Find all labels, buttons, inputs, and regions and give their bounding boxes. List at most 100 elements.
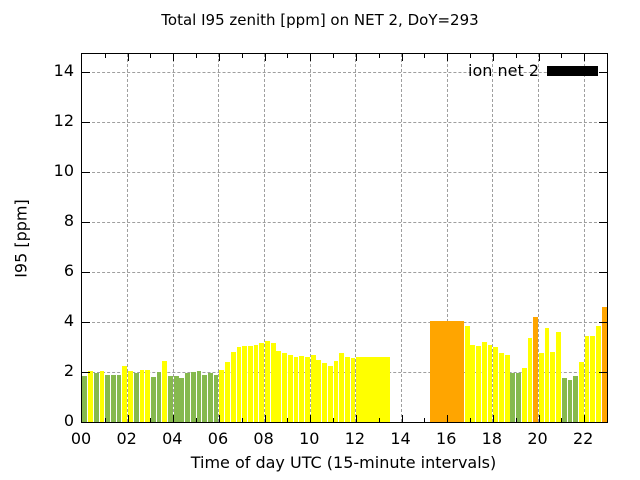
bar xyxy=(355,357,362,422)
bar xyxy=(487,344,493,422)
bar xyxy=(504,354,510,422)
bar xyxy=(253,344,259,422)
bar xyxy=(202,374,208,422)
legend-swatch xyxy=(547,66,598,76)
x-tick xyxy=(218,415,220,422)
x-tick xyxy=(241,54,243,58)
x-tick xyxy=(492,415,494,422)
x-tick xyxy=(218,54,220,61)
bar xyxy=(236,347,242,422)
y-gridline xyxy=(82,322,607,323)
bar xyxy=(219,369,225,422)
bar xyxy=(179,378,185,422)
bar xyxy=(225,362,230,422)
bar xyxy=(452,320,459,422)
x-tick xyxy=(538,415,540,422)
x-tick xyxy=(241,418,243,422)
y-tick xyxy=(82,172,90,173)
bar xyxy=(430,320,437,422)
bar xyxy=(128,370,133,422)
y-gridline xyxy=(82,122,607,123)
x-gridline xyxy=(309,54,311,422)
x-tick xyxy=(333,418,335,422)
x-tick xyxy=(264,54,266,61)
x-tick xyxy=(401,415,403,422)
bar xyxy=(384,357,390,422)
legend-label: ion net 2 xyxy=(468,61,539,80)
y-tick xyxy=(82,272,90,273)
bar xyxy=(305,357,310,422)
x-tick xyxy=(333,54,335,58)
bar xyxy=(470,344,476,422)
bar xyxy=(447,320,454,422)
x-tick xyxy=(538,54,540,61)
bar xyxy=(173,375,179,422)
x-tick-label: 06 xyxy=(207,429,229,448)
x-tick xyxy=(378,54,380,58)
bar xyxy=(230,352,236,422)
bar xyxy=(459,320,464,422)
x-tick xyxy=(173,54,175,61)
y-tick-label: 14 xyxy=(53,61,74,80)
bar xyxy=(521,368,527,422)
bar xyxy=(584,335,590,422)
bar xyxy=(265,340,270,422)
bar xyxy=(145,369,151,422)
x-tick xyxy=(401,54,403,61)
y-gridline xyxy=(82,222,607,223)
x-tick xyxy=(287,54,289,58)
x-tick xyxy=(150,418,152,422)
x-tick xyxy=(127,415,129,422)
y-tick xyxy=(82,222,90,223)
y-tick-label: 12 xyxy=(53,111,74,130)
bar xyxy=(590,335,596,422)
bar xyxy=(299,355,305,422)
bar xyxy=(316,359,322,422)
bar xyxy=(110,374,116,422)
bar xyxy=(133,373,139,422)
bar xyxy=(601,307,607,422)
bar xyxy=(105,374,111,422)
bar xyxy=(550,352,556,422)
y-tick-label: 6 xyxy=(63,261,74,280)
bar xyxy=(139,369,145,422)
bar xyxy=(476,345,481,422)
x-tick xyxy=(127,54,129,61)
x-tick xyxy=(378,418,380,422)
bar xyxy=(156,372,162,422)
y-tick xyxy=(82,122,90,123)
x-tick xyxy=(424,418,426,422)
x-gridline xyxy=(583,54,585,422)
x-tick-label: 12 xyxy=(344,429,366,448)
x-tick xyxy=(196,418,198,422)
x-tick-label: 08 xyxy=(253,429,274,448)
bar xyxy=(93,373,99,422)
x-tick-label: 16 xyxy=(436,429,457,448)
x-tick xyxy=(447,415,449,422)
x-gridline xyxy=(218,54,220,422)
y-tick xyxy=(599,272,607,273)
bar xyxy=(99,370,105,422)
x-tick xyxy=(584,54,586,61)
x-tick xyxy=(584,415,586,422)
x-tick-label: 22 xyxy=(572,429,594,448)
bar xyxy=(242,345,248,422)
bar xyxy=(190,372,196,422)
y-tick xyxy=(82,372,90,373)
bar xyxy=(270,343,276,422)
x-tick xyxy=(561,418,563,422)
bar xyxy=(339,353,345,422)
x-gridline xyxy=(172,54,174,422)
bar xyxy=(122,365,128,422)
bar xyxy=(322,363,327,422)
bar xyxy=(544,328,550,422)
bar xyxy=(196,370,202,422)
bar xyxy=(150,377,156,422)
x-tick xyxy=(561,54,563,58)
bar xyxy=(185,373,190,422)
bar xyxy=(247,345,253,422)
x-tick-label: 14 xyxy=(390,429,411,448)
bar xyxy=(556,332,561,422)
bar xyxy=(481,342,487,422)
